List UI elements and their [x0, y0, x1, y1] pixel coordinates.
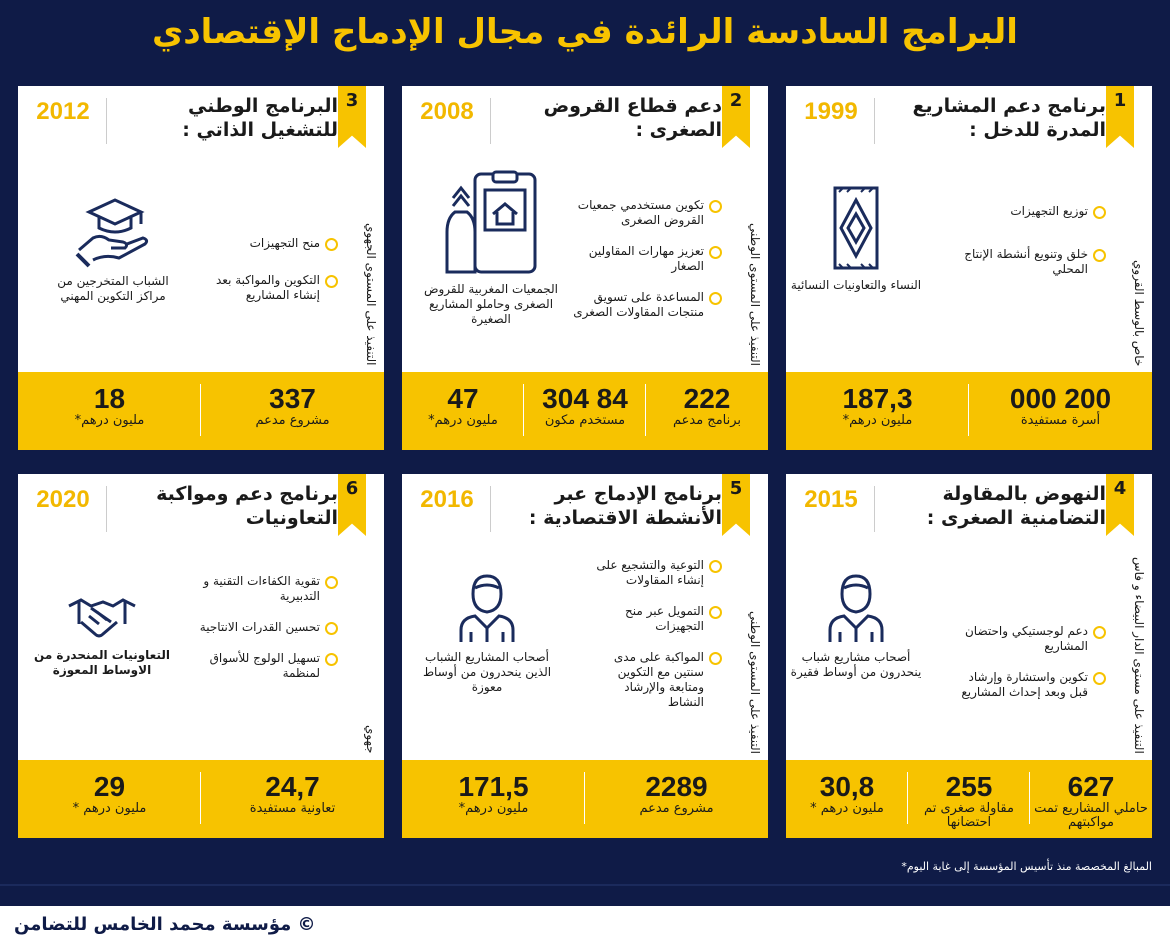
program-year: 2008	[420, 98, 474, 125]
target-label: التعاونيات المنحدرة من الاوساط المعوزة	[34, 648, 170, 677]
list-item: التكوين والمواكبة بعد إنشاء المشاريع	[198, 273, 338, 303]
divider	[490, 486, 491, 532]
target-label: الجمعيات المغربية للقروض الصغرى وحاملو ا…	[423, 282, 559, 326]
person-icon	[459, 574, 515, 642]
program-title: برنامج الإدماج عبر الأنشطة الاقتصادية :	[528, 483, 722, 529]
list-item: تكوين مستخدمي جمعيات القروض الصغرى	[572, 198, 722, 228]
list-item: دعم لوجستيكي واحتضان المشاريع	[956, 624, 1106, 654]
list-item: تعزيز مهارات المقاولين الصغار	[572, 244, 722, 274]
target-group: أصحاب المشاريع الشباب الذين ينحدرون من أ…	[412, 572, 562, 695]
stat-supported: 627 حاملي المشاريع تمت مواكبتهم	[1034, 771, 1148, 830]
scope-label: التنفيذ على المستوى الوطني	[748, 222, 762, 366]
program-card-5: 5 التنفيذ على المستوى الوطني برنامج الإد…	[402, 474, 768, 838]
stat-projects: 2289 مشروع مدعم	[639, 771, 714, 816]
stat-budget: 171,5 مليون درهم*	[402, 760, 585, 838]
stats-bar: 2289 مشروع مدعم 171,5 مليون درهم*	[402, 760, 768, 838]
program-number-badge: 3	[338, 86, 366, 148]
list-item: منح التجهيزات	[198, 236, 338, 251]
program-year: 2020	[36, 486, 90, 513]
footnote: المبالغ المخصصة منذ تأسيس المؤسسة إلى غا…	[901, 860, 1152, 873]
shop-bag-icon	[445, 170, 537, 274]
stat-budget: 18 مليون درهم*	[18, 372, 201, 450]
program-title: برنامج دعم ومواكبة التعاونيات	[156, 483, 338, 529]
program-title: دعم قطاع القروض الصغرى :	[543, 95, 722, 141]
program-card-2: 2 التنفيذ على المستوى الوطني دعم قطاع ال…	[402, 86, 768, 450]
divider	[490, 98, 491, 144]
program-title: النهوض بالمقاولة التضامنية الصغرى :	[926, 483, 1106, 529]
list-item: التوعية والتشجيع على إنشاء المقاولات	[582, 558, 722, 588]
graduate-hand-icon	[75, 198, 149, 268]
stat-beneficiaries: 200 000 أسرة مستفيدة	[1009, 383, 1112, 428]
program-title: البرنامج الوطني للتشغيل الذاتي :	[182, 95, 338, 141]
stats-bar: 337 مشروع مدعم 18 مليون درهم*	[18, 372, 384, 450]
page-title: البرامج السادسة الرائدة في مجال الإدماج …	[152, 12, 1018, 52]
stats-bar: 222 برنامج مدعم 84 304 مستخدم مكون 47 مل…	[402, 372, 768, 450]
person-icon	[828, 574, 884, 642]
divider	[0, 884, 1170, 886]
stat-trained: 84 304 مستخدم مكون	[524, 372, 646, 450]
target-label: أصحاب المشاريع الشباب الذين ينحدرون من أ…	[422, 650, 552, 694]
copyright: © مؤسسة محمد الخامس للتضامن	[14, 914, 316, 935]
footer	[0, 906, 1170, 950]
activities-list: توزيع التجهيزات خلق وتنويع أنشطة الإنتاج…	[926, 204, 1106, 293]
stat-budget: 187,3 مليون درهم*	[786, 372, 969, 450]
list-item: خلق وتنويع أنشطة الإنتاج المحلي	[926, 247, 1106, 277]
activities-list: التوعية والتشجيع على إنشاء المقاولات الت…	[582, 558, 722, 726]
program-number-badge: 5	[722, 474, 750, 536]
stat-incubated: 255 مقاولة صغرى تم احتضانها	[908, 760, 1030, 838]
list-item: المواكبة على مدى سنتين مع التكوين ومتابع…	[612, 650, 722, 710]
program-title: برنامج دعم المشاريع المدرة للدخل :	[912, 95, 1106, 141]
target-group: التعاونيات المنحدرة من الاوساط المعوزة	[32, 592, 172, 678]
stat-projects: 337 مشروع مدعم	[255, 383, 330, 428]
program-year: 2015	[804, 486, 858, 513]
stat-programs: 222 برنامج مدعم	[672, 383, 742, 428]
target-group: النساء والتعاونيات النسائية	[786, 184, 926, 293]
stats-bar: 627 حاملي المشاريع تمت مواكبتهم 255 مقاو…	[786, 760, 1152, 838]
program-card-6: 6 جهوي برنامج دعم ومواكبة التعاونيات 202…	[18, 474, 384, 838]
program-card-1: 1 خاص بالوسط القروي برنامج دعم المشاريع …	[786, 86, 1152, 450]
stat-budget: 29 مليون درهم *	[18, 760, 201, 838]
list-item: المساعدة على تسويق منتجات المقاولات الصغ…	[572, 290, 722, 320]
target-label: الشباب المتخرجين من مراكز التكوين المهني	[57, 274, 169, 303]
program-card-4: 4 التنفيذ على مستوى الدار البيضاء و فاس …	[786, 474, 1152, 838]
target-label: النساء والتعاونيات النسائية	[790, 278, 922, 292]
program-card-3: 3 التنفيذ على المستوى الجهوي البرنامج ال…	[18, 86, 384, 450]
program-year: 1999	[804, 98, 858, 125]
scope-label: جهوي	[364, 725, 378, 754]
scope-label: التنفيذ على المستوى الجهوي	[364, 223, 378, 366]
target-label: أصحاب مشاريع شباب ينحدرون من أوساط فقيرة	[790, 650, 922, 679]
program-year: 2012	[36, 98, 90, 125]
carpet-icon	[833, 186, 879, 270]
stat-cooperatives: 24,7 تعاونية مستفيدة	[249, 771, 336, 816]
activities-list: منح التجهيزات التكوين والمواكبة بعد إنشا…	[198, 236, 338, 319]
list-item: تسهيل الولوج للأسواق لمنظمة	[188, 651, 338, 681]
stat-budget: 30,8 مليون درهم *	[786, 760, 908, 838]
divider	[874, 98, 875, 144]
program-number-badge: 6	[338, 474, 366, 536]
divider	[106, 486, 107, 532]
list-item: التمويل عبر منح التجهيزات	[582, 604, 722, 634]
program-number-badge: 2	[722, 86, 750, 148]
stats-bar: 200 000 أسرة مستفيدة 187,3 مليون درهم*	[786, 372, 1152, 450]
target-group: الشباب المتخرجين من مراكز التكوين المهني	[48, 194, 178, 304]
divider	[874, 486, 875, 532]
target-group: الجمعيات المغربية للقروض الصغرى وحاملو ا…	[416, 170, 566, 327]
list-item: تحسين القدرات الانتاجية	[188, 620, 338, 635]
list-item: تكوين واستشارة وإرشاد قبل وبعد إحداث الم…	[956, 670, 1106, 700]
program-number-badge: 1	[1106, 86, 1134, 148]
program-year: 2016	[420, 486, 474, 513]
scope-label: التنفيذ على مستوى الدار البيضاء و فاس	[1132, 557, 1146, 754]
handshake-icon	[68, 598, 136, 638]
target-group: أصحاب مشاريع شباب ينحدرون من أوساط فقيرة	[786, 572, 926, 680]
scope-label: التنفيذ على المستوى الوطني	[748, 610, 762, 754]
list-item: توزيع التجهيزات	[926, 204, 1106, 219]
activities-list: تقوية الكفاءات التقنية و التدبيرية تحسين…	[188, 574, 338, 697]
stats-bar: 24,7 تعاونية مستفيدة 29 مليون درهم *	[18, 760, 384, 838]
stat-budget: 47 مليون درهم*	[402, 372, 524, 450]
activities-list: دعم لوجستيكي واحتضان المشاريع تكوين واست…	[956, 624, 1106, 716]
activities-list: تكوين مستخدمي جمعيات القروض الصغرى تعزيز…	[572, 198, 722, 336]
divider	[106, 98, 107, 144]
list-item: تقوية الكفاءات التقنية و التدبيرية	[188, 574, 338, 604]
scope-label: خاص بالوسط القروي	[1132, 259, 1146, 366]
